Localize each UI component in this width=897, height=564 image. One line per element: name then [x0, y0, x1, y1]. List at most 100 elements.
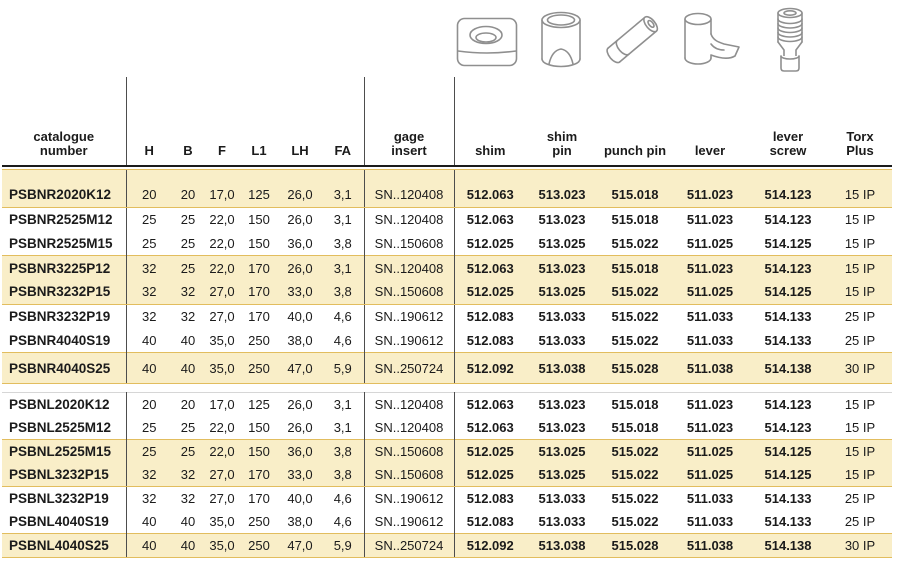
cell-catalogue: PSBNL3232P19 [9, 491, 109, 506]
cell-shim: 512.063 [453, 392, 526, 416]
cell-punch-pin: 515.022 [598, 463, 672, 487]
cell-b: 20 [172, 169, 204, 208]
cell-b: 32 [180, 491, 196, 506]
cell-b: 40 [180, 514, 196, 529]
cell-h: 32 [125, 255, 172, 281]
cell-punch-pin: 515.028 [598, 533, 672, 558]
cell-torx: 25 IP [844, 514, 876, 529]
cell-lh: 40,0 [287, 491, 313, 506]
table-row: PSBNR4040S25 40 40 35,0 250 47,0 5,9 SN..250724… [2, 352, 892, 385]
cell-shim-pin: 513.023 [538, 212, 586, 228]
cell-lh: 26,0 [287, 420, 313, 435]
cell-lever-screw: 514.125 [764, 236, 812, 252]
cell-shim: 512.025 [453, 439, 526, 463]
cell-b: 40 [180, 332, 196, 348]
cell-lever-screw: 514.125 [748, 280, 828, 305]
column-header-lever-screw: lever screw [769, 128, 807, 159]
table-row: PSBNR3225P12 32 25 22,0 170 26,0 3,1 SN..120408… [2, 255, 892, 281]
cell-torx: 25 IP [844, 309, 876, 325]
cell-lever-screw: 514.125 [748, 439, 828, 463]
shim-pin-icon [541, 11, 581, 68]
cell-gage: SN..190612 [363, 304, 454, 329]
cell-gage: SN..250724 [363, 352, 454, 385]
cell-fa: 5,9 [322, 352, 364, 385]
cell-catalogue: PSBNR4040S25 [2, 352, 126, 385]
cell-punch-pin: 515.022 [611, 514, 659, 529]
cell-gage: SN..150608 [363, 280, 454, 305]
cell-lever: 511.025 [672, 463, 748, 487]
cell-punch-pin: 515.018 [611, 420, 659, 435]
column-header-l1: L1 [251, 143, 267, 159]
table-row: PSBNL3232P15 32 32 27,0 170 33,0 3,8 SN..150608… [2, 463, 892, 487]
cell-punch-pin: 515.022 [611, 491, 659, 506]
cell-fa: 4,6 [333, 309, 352, 325]
table-row: PSBNR3232P19 32 32 27,0 170 40,0 4,6 SN..190612… [2, 304, 892, 329]
cell-punch-pin: 515.018 [598, 255, 672, 281]
table-row: PSBNR3232P15 32 32 27,0 170 33,0 3,8 SN..150608… [2, 280, 892, 305]
table-row: PSBNR4040S19 40 40 35,0 250 38,0 4,6 SN..190612… [2, 328, 892, 353]
cell-catalogue: PSBNR3225P12 [2, 255, 126, 281]
cell-torx: 15 IP [844, 236, 876, 252]
cell-h: 40 [125, 510, 172, 534]
column-header-f: F [218, 143, 226, 159]
column-header-catalogue-number: catalogue number [33, 128, 95, 159]
psbnr-table: PSBNR2020K12 20 20 17,0 125 26,0 3,1 SN..120408… [2, 169, 892, 385]
cell-lever-screw: 514.133 [764, 514, 812, 529]
cell-punch-pin: 515.018 [611, 397, 659, 412]
cell-fa: 3,1 [333, 212, 352, 228]
cell-torx: 25 IP [844, 491, 876, 506]
cell-shim: 512.092 [453, 533, 526, 558]
cell-lever-screw: 514.123 [764, 397, 812, 412]
cell-lever: 511.033 [686, 332, 734, 348]
cell-f: 27,0 [209, 491, 235, 506]
table-row: PSBNR2020K12 20 20 17,0 125 26,0 3,1 SN..120408… [2, 169, 892, 208]
cell-h: 32 [125, 280, 172, 305]
cell-f: 17,0 [204, 169, 240, 208]
cell-gage: SN..190612 [363, 328, 454, 353]
cell-f: 35,0 [209, 332, 235, 348]
cell-lh: 33,0 [278, 280, 322, 305]
cell-torx: 15 IP [828, 255, 892, 281]
cell-b: 25 [180, 212, 196, 228]
cell-torx: 15 IP [828, 439, 892, 463]
cell-lh: 26,0 [278, 169, 322, 208]
table-row: PSBNL3232P19 32 32 27,0 170 40,0 4,6 SN..190612… [2, 486, 892, 510]
cell-shim: 512.092 [453, 352, 526, 385]
cell-b: 25 [172, 439, 204, 463]
cell-lever: 511.033 [686, 491, 734, 506]
cell-torx: 15 IP [828, 280, 892, 305]
cell-gage: SN..250724 [363, 533, 454, 558]
cell-shim-pin: 513.033 [538, 332, 586, 348]
punch-pin-icon [606, 15, 659, 64]
cell-gage: SN..190612 [363, 486, 454, 510]
cell-l1: 150 [240, 439, 278, 463]
cell-torx: 15 IP [844, 397, 876, 412]
cell-punch-pin: 515.018 [611, 212, 659, 228]
cell-lever-screw: 514.138 [748, 533, 828, 558]
cell-l1: 125 [248, 397, 270, 412]
cell-lever-screw: 514.123 [748, 169, 828, 208]
psbnl-table: PSBNL2020K12 20 20 17,0 125 26,0 3,1 SN..120408… [2, 392, 892, 558]
cell-gage: SN..120408 [363, 416, 454, 440]
column-header-h: H [125, 77, 172, 166]
cell-punch-pin: 515.022 [598, 280, 672, 305]
cell-h: 40 [125, 533, 172, 558]
cell-l1: 250 [248, 514, 270, 529]
cell-punch-pin: 515.028 [598, 352, 672, 385]
cell-lh: 33,0 [278, 463, 322, 487]
cell-shim: 512.025 [453, 231, 526, 256]
cell-b: 32 [172, 280, 204, 305]
cell-gage: SN..120408 [363, 169, 454, 208]
cell-f: 27,0 [204, 280, 240, 305]
cell-lh: 47,0 [278, 352, 322, 385]
cell-h: 25 [125, 439, 172, 463]
cell-catalogue: PSBNR2525M15 [9, 236, 113, 252]
cell-shim-pin: 513.038 [526, 533, 598, 558]
cell-torx: 25 IP [844, 332, 876, 348]
cell-catalogue: PSBNR3232P15 [2, 280, 126, 305]
cell-fa: 3,8 [322, 439, 364, 463]
cell-catalogue: PSBNL3232P15 [2, 463, 126, 487]
cell-lever-screw: 514.123 [748, 255, 828, 281]
cell-shim: 512.063 [453, 416, 526, 440]
